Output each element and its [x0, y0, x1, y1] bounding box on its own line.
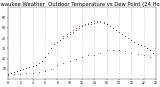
Point: [62, 37, 65, 39]
Title: Milwaukee Weather  Outdoor Temperature vs Dew Point (24 Hours): Milwaukee Weather Outdoor Temperature vs…: [0, 2, 160, 7]
Point: [152, 52, 154, 53]
Point: [130, 39, 133, 41]
Point: [145, 48, 148, 49]
Point: [136, 53, 139, 54]
Point: [102, 21, 105, 23]
Point: [105, 23, 108, 25]
Point: [115, 29, 117, 31]
Point: [112, 27, 114, 29]
Point: [133, 42, 136, 43]
Point: [81, 25, 83, 27]
Point: [62, 62, 65, 63]
Point: [68, 60, 71, 61]
Point: [68, 31, 71, 33]
Point: [7, 74, 9, 76]
Point: [118, 31, 120, 33]
Point: [90, 23, 92, 25]
Point: [31, 72, 34, 74]
Point: [105, 23, 108, 25]
Point: [118, 50, 120, 51]
Point: [90, 21, 92, 23]
Point: [41, 60, 43, 61]
Point: [10, 72, 12, 74]
Point: [136, 44, 139, 45]
Point: [96, 21, 99, 23]
Point: [71, 31, 74, 33]
Point: [81, 56, 83, 57]
Point: [47, 52, 49, 53]
Point: [19, 73, 21, 75]
Point: [65, 35, 68, 37]
Point: [99, 20, 102, 21]
Point: [149, 50, 151, 51]
Point: [84, 23, 86, 25]
Point: [37, 71, 40, 73]
Point: [142, 46, 145, 47]
Point: [50, 48, 52, 49]
Point: [81, 24, 83, 26]
Point: [112, 50, 114, 51]
Point: [124, 35, 126, 37]
Point: [37, 62, 40, 63]
Point: [75, 29, 77, 31]
Point: [56, 42, 59, 43]
Point: [127, 37, 130, 39]
Point: [149, 50, 151, 51]
Point: [102, 22, 105, 23]
Point: [149, 56, 151, 57]
Point: [50, 68, 52, 70]
Point: [31, 65, 34, 66]
Point: [75, 27, 77, 29]
Point: [78, 25, 80, 27]
Point: [93, 22, 96, 23]
Point: [96, 20, 99, 21]
Point: [87, 54, 89, 55]
Point: [87, 23, 89, 25]
Point: [59, 39, 62, 41]
Point: [105, 50, 108, 51]
Point: [93, 20, 96, 21]
Point: [84, 24, 86, 26]
Point: [7, 73, 9, 75]
Point: [19, 69, 21, 71]
Point: [62, 35, 65, 37]
Point: [65, 33, 68, 35]
Point: [99, 21, 102, 23]
Point: [56, 64, 59, 66]
Point: [16, 70, 18, 72]
Point: [25, 67, 28, 69]
Point: [124, 51, 126, 52]
Point: [25, 72, 28, 74]
Point: [44, 56, 46, 57]
Point: [121, 33, 123, 35]
Point: [142, 54, 145, 55]
Point: [13, 73, 15, 75]
Point: [71, 29, 74, 31]
Point: [68, 33, 71, 35]
Point: [75, 58, 77, 59]
Point: [139, 45, 142, 46]
Point: [130, 52, 133, 53]
Point: [78, 27, 80, 29]
Point: [152, 52, 154, 53]
Point: [13, 71, 15, 73]
Point: [22, 68, 25, 70]
Point: [108, 25, 111, 27]
Point: [99, 52, 102, 53]
Point: [44, 70, 46, 72]
Point: [145, 48, 148, 49]
Point: [93, 54, 96, 55]
Point: [28, 66, 31, 68]
Point: [53, 44, 56, 45]
Point: [34, 64, 37, 66]
Point: [87, 22, 89, 23]
